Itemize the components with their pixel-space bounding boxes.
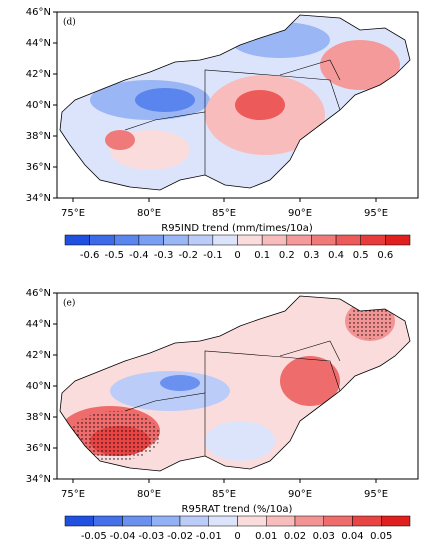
colorbar-label: -0.3 [154, 250, 174, 261]
lon-label: 80°E [137, 489, 161, 500]
colorbar-label: 0.5 [353, 250, 369, 261]
colorbar-bin [179, 515, 209, 527]
lat-label: 36°N [26, 443, 51, 454]
colorbar-title: R95RAT trend (%/10a) [182, 504, 293, 515]
colorbar-bin [261, 234, 288, 246]
colorbar-bin [352, 515, 382, 527]
colorbar-label: -0.05 [81, 531, 107, 542]
colorbar-label: -0.5 [105, 250, 125, 261]
colorbar-label: -0.02 [167, 531, 193, 542]
lat-label: 42°N [26, 350, 51, 361]
colorbar-bin [311, 234, 337, 246]
field [60, 15, 410, 190]
colorbar-bin [381, 515, 411, 527]
colorbar-label: 0.3 [303, 250, 319, 261]
colorbar-label: -0.6 [80, 250, 100, 261]
colorbar-bin [286, 234, 312, 246]
lat-label: 34°N [26, 474, 51, 485]
lat-label: 38°N [26, 412, 51, 423]
colorbar-bin [237, 515, 267, 527]
colorbar-bin [323, 515, 353, 527]
colorbar-label: 0.02 [284, 531, 306, 542]
colorbar-bin [93, 515, 123, 527]
map-d [59, 14, 411, 191]
panel-label: (d) [63, 17, 76, 28]
colorbar-label: 0.05 [370, 531, 392, 542]
colorbar-label: -0.03 [138, 531, 164, 542]
colorbar-bin [208, 515, 238, 527]
colorbar-label: 0.4 [328, 250, 344, 261]
lat-label: 42°N [26, 69, 51, 80]
colorbar-bin [335, 234, 361, 246]
colorbar-bin [237, 234, 263, 246]
lat-label: 40°N [26, 100, 51, 111]
colorbar-label: 0.01 [255, 531, 277, 542]
map-e [59, 295, 411, 472]
colorbar-bin [294, 515, 324, 527]
lon-label: 75°E [61, 208, 85, 219]
lon-label: 95°E [364, 208, 388, 219]
colorbar-label: -0.4 [129, 250, 149, 261]
colorbar-bin [187, 234, 214, 246]
field [60, 296, 410, 471]
colorbar-bin [64, 515, 94, 527]
lon-label: 90°E [288, 489, 312, 500]
lon-label: 80°E [137, 208, 161, 219]
colorbar-label: -0.2 [178, 250, 198, 261]
colorbar-bin [163, 234, 189, 246]
colorbar-label: 0 [234, 250, 240, 261]
colorbar-bin [114, 234, 140, 246]
colorbar-bin [385, 234, 411, 246]
colorbar-label: -0.1 [203, 250, 223, 261]
lat-label: 40°N [26, 381, 51, 392]
colorbar-label: 0.6 [377, 250, 393, 261]
colorbar-label: 0.04 [341, 531, 363, 542]
lat-label: 44°N [26, 319, 51, 330]
colorbar-bin [360, 234, 386, 246]
colorbar-label: 0.1 [254, 250, 270, 261]
colorbar-label: 0.03 [313, 531, 335, 542]
lon-label: 85°E [212, 489, 236, 500]
panel: (d) 46°N 44°N 42°N 40°N 38°N 36°N 34°N 75°E 80°E 8… [26, 7, 419, 261]
colorbar-label: -0.04 [110, 531, 136, 542]
lat-label: 36°N [26, 162, 51, 173]
colorbar-bin [138, 234, 164, 246]
colorbar-title: R95IND trend (mm/times/10a) [161, 223, 313, 234]
colorbar-bin [266, 515, 296, 527]
panel-label: (e) [63, 298, 75, 309]
colorbar-bin [212, 234, 238, 246]
lon-label: 95°E [364, 489, 388, 500]
colorbar-label: 0.2 [279, 250, 295, 261]
lat-label: 46°N [26, 7, 51, 18]
colorbar-label: -0.01 [196, 531, 222, 542]
lat-label: 44°N [26, 38, 51, 49]
colorbar-label: 0 [234, 531, 240, 542]
lon-label: 85°E [212, 208, 236, 219]
lat-label: 34°N [26, 193, 51, 204]
panel: (e) 46°N 44°N 42°N 40°N 38°N 36°N 34°N 75°E 80°E 8… [26, 288, 419, 542]
lat-label: 38°N [26, 131, 51, 142]
colorbar-bin [64, 234, 90, 246]
lon-label: 90°E [288, 208, 312, 219]
lat-label: 46°N [26, 288, 51, 299]
lon-label: 75°E [61, 489, 85, 500]
colorbar-bin [89, 234, 115, 246]
colorbar-bin [122, 515, 152, 527]
colorbar-bin [151, 515, 181, 527]
